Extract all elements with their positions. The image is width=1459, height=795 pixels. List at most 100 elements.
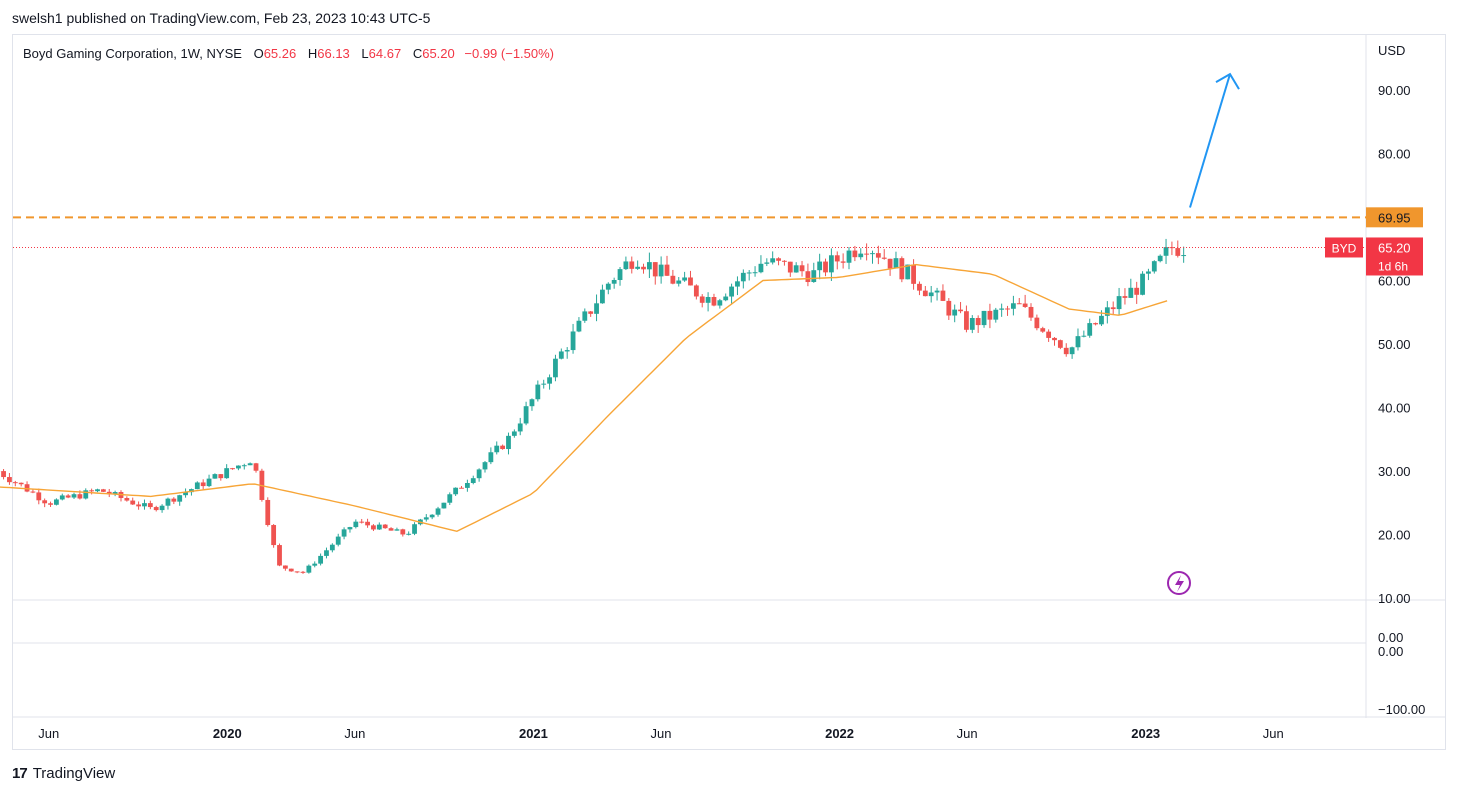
candle-body — [482, 462, 488, 470]
candle-body — [1057, 340, 1063, 348]
candle — [42, 498, 48, 508]
level-price-value: 69.95 — [1378, 210, 1411, 225]
candle-body — [840, 261, 846, 263]
candle-body — [1087, 323, 1093, 336]
candle-body — [523, 406, 529, 424]
candle — [711, 293, 717, 307]
candle-body — [1146, 271, 1151, 274]
candle-body — [500, 445, 506, 450]
candle-body — [429, 514, 435, 518]
candle-body — [752, 272, 758, 274]
candle — [676, 277, 682, 287]
candle-body — [717, 300, 723, 306]
candle — [441, 502, 447, 509]
candle — [341, 527, 347, 540]
candle-body — [147, 503, 153, 508]
candle-body — [600, 289, 605, 304]
candle — [717, 298, 723, 309]
candle-body — [793, 265, 799, 273]
candle-body — [629, 261, 635, 269]
arrow-head[interactable] — [1215, 72, 1240, 90]
candle — [617, 267, 623, 286]
candle-body — [159, 505, 165, 511]
candle-body — [294, 571, 300, 573]
candle — [277, 543, 282, 567]
candle-body — [611, 280, 617, 284]
candle-body — [224, 468, 230, 479]
candle — [646, 252, 652, 279]
candle-body — [183, 492, 188, 496]
candle-body — [318, 555, 324, 564]
bar-countdown: 1d 6h — [1378, 259, 1408, 273]
candle — [136, 501, 141, 510]
candle — [388, 527, 394, 531]
candle — [124, 496, 130, 502]
candle — [1122, 288, 1128, 305]
candle — [206, 474, 212, 488]
candle — [1052, 337, 1057, 346]
candle-body — [1063, 347, 1069, 355]
candle-body — [588, 311, 594, 314]
candle-body — [1028, 306, 1034, 318]
candle-body — [658, 264, 664, 277]
candle — [823, 258, 828, 277]
candle-body — [1010, 303, 1016, 309]
candle — [1116, 287, 1122, 316]
candle-body — [1128, 287, 1134, 298]
badge-bg — [1366, 237, 1423, 276]
projection-arrow[interactable] — [1189, 72, 1240, 208]
legend-high-label: H — [307, 46, 318, 61]
badge-bg — [1325, 237, 1363, 258]
candle-body — [382, 524, 388, 529]
candle — [735, 276, 740, 296]
candle — [875, 245, 881, 265]
candle — [658, 256, 664, 284]
candle-body — [817, 261, 823, 271]
candle — [1134, 281, 1140, 304]
candle — [670, 269, 676, 285]
footer-brand[interactable]: 17 TradingView — [12, 765, 115, 782]
candle — [723, 293, 729, 302]
candle — [324, 547, 329, 559]
candle-body — [271, 525, 277, 546]
candle — [241, 463, 247, 470]
last-price-badge: 65.20 1d 6h — [1366, 237, 1423, 276]
candle — [435, 506, 441, 517]
candle-body — [253, 463, 259, 471]
lightning-icon[interactable] — [1167, 571, 1191, 595]
candle-body — [705, 297, 711, 303]
candle-body — [506, 435, 511, 450]
candle — [376, 522, 382, 530]
price-tick-label: 90.00 — [1378, 83, 1411, 98]
candle-body — [664, 264, 670, 276]
candle — [1040, 326, 1046, 333]
candle — [1016, 297, 1022, 305]
candle-body — [764, 262, 770, 264]
candle-body — [48, 503, 53, 505]
candle-body — [746, 272, 752, 274]
candle — [83, 488, 89, 500]
candle — [934, 287, 940, 301]
candle — [799, 260, 805, 277]
candle — [1075, 328, 1081, 351]
candle — [429, 514, 435, 520]
candle-body — [153, 507, 159, 511]
candle — [506, 432, 511, 455]
candle-body — [676, 280, 682, 284]
candle-body — [1075, 336, 1081, 348]
candle-body — [1052, 337, 1057, 341]
candle — [582, 308, 588, 323]
time-tick-label: Jun — [38, 726, 59, 741]
candle-body — [547, 377, 552, 384]
candle-body — [558, 351, 564, 359]
candle-body — [42, 500, 48, 504]
arrow-shaft[interactable] — [1189, 73, 1231, 208]
candle-body — [682, 277, 688, 281]
candle — [958, 301, 963, 314]
candle-body — [171, 498, 177, 502]
candle — [564, 347, 570, 359]
candle — [787, 261, 793, 277]
candle-body — [981, 310, 987, 326]
candle-body — [1005, 308, 1010, 310]
